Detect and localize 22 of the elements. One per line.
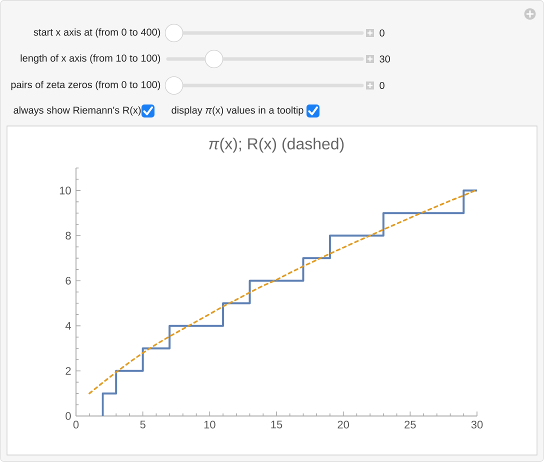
x-tick-label: 20	[338, 420, 350, 428]
text: 0	[380, 82, 384, 90]
text: pairs of zeta zeros (from 0 to 100)	[11, 80, 160, 90]
text: 30	[380, 55, 390, 63]
text: start x axis at (from 0 to 400)	[34, 28, 160, 38]
y-tick-label: 0	[66, 412, 71, 420]
x-tick-label: 15	[271, 420, 282, 428]
y-tick-label: 10	[60, 186, 71, 194]
y-tick-label: 6	[66, 276, 71, 285]
text: length of x axis (from 10 to 100)	[20, 54, 160, 64]
x-tick-label: 5	[140, 420, 146, 428]
text: 0	[380, 29, 384, 37]
x-tick-label: 25	[404, 420, 416, 428]
chart-title: π(x); R(x) (dashed)	[209, 138, 344, 153]
x-tick-label: 0	[73, 420, 79, 428]
y-tick-label: 8	[66, 232, 71, 240]
y-tick-label: 4	[65, 322, 71, 330]
text: display π(x) values in a tooltip	[172, 106, 304, 116]
y-tick-label: 2	[66, 367, 71, 375]
text: always show Riemann's R(x)	[14, 106, 141, 116]
x-tick-label: 10	[204, 420, 216, 428]
x-tick-label: 30	[471, 420, 483, 428]
